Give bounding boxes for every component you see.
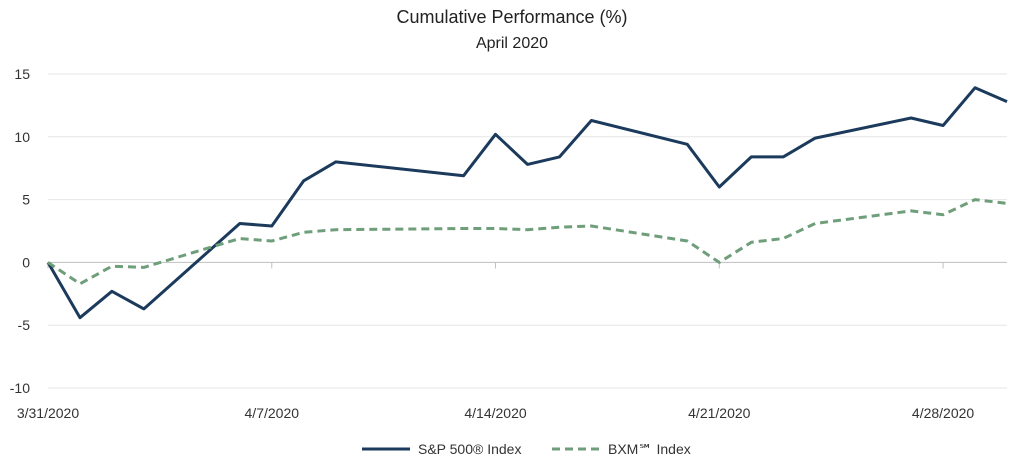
legend-label: BXM℠ Index xyxy=(608,441,691,457)
gridlines xyxy=(48,73,1007,389)
legend: S&P 500® Index BXM℠ Index xyxy=(362,441,691,457)
y-tick-label: -5 xyxy=(18,317,31,333)
x-tick-label: 4/28/2020 xyxy=(912,405,974,421)
y-tick-label: 10 xyxy=(14,129,30,145)
y-tick-label: 15 xyxy=(14,66,30,82)
series-line-bxm xyxy=(47,198,1008,286)
legend-label: S&P 500® Index xyxy=(418,441,521,457)
x-tick-label: 4/21/2020 xyxy=(688,405,750,421)
x-tick-label: 3/31/2020 xyxy=(17,405,79,421)
chart-subtitle: April 2020 xyxy=(476,35,548,52)
series-line-sp500 xyxy=(46,86,1008,320)
series-lines xyxy=(46,86,1008,320)
y-tick-label: -10 xyxy=(10,380,30,396)
x-tick-label: 4/7/2020 xyxy=(245,405,300,421)
y-tick-label: 5 xyxy=(22,192,30,208)
x-tick-label: 4/14/2020 xyxy=(464,405,526,421)
x-axis-ticks: 3/31/2020 4/7/2020 4/14/2020 4/21/2020 4/28/… xyxy=(17,262,974,421)
y-tick-label: 0 xyxy=(22,254,30,270)
y-axis-ticks: -10 -5 0 5 10 15 xyxy=(10,66,30,396)
chart-title: Cumulative Performance (%) xyxy=(396,7,627,27)
